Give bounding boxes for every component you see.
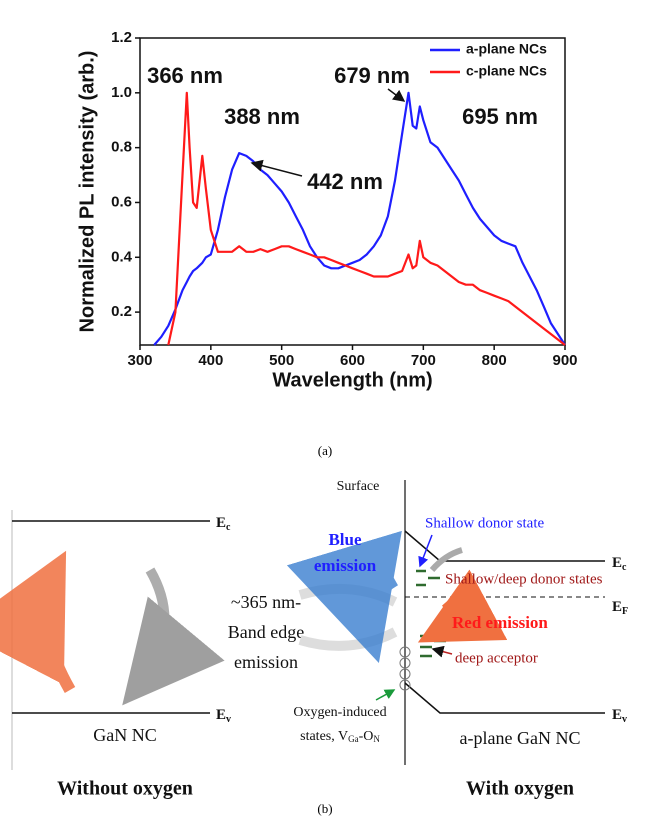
band-line — [404, 530, 605, 562]
band-label: EF — [612, 599, 628, 617]
emission-label: emission — [234, 652, 298, 672]
oxygen-states-label: Oxygen-induced — [293, 705, 386, 720]
x-tick-label: 400 — [198, 352, 223, 369]
series-line — [167, 91, 566, 346]
pointer — [375, 689, 396, 701]
x-tick-label: 800 — [482, 352, 507, 369]
annotation-arrow — [387, 88, 406, 102]
series-line — [153, 91, 566, 346]
band-label-base: E — [216, 707, 226, 723]
label-part: -O — [359, 729, 374, 744]
legend-label: c-plane NCs — [466, 63, 547, 79]
x-axis-title: Wavelength (nm) — [272, 369, 432, 391]
band-label: Ec — [612, 555, 627, 573]
peak-annotation: 442 nm — [307, 169, 383, 194]
blue-emission-arrow — [286, 530, 402, 663]
band-label-base: E — [612, 707, 622, 723]
pointer — [431, 645, 453, 658]
oxygen-states-label: states, VGa-ON — [300, 729, 380, 744]
y-tick-label: 0.8 — [111, 139, 132, 156]
shallow-donor-label: Shallow donor state — [425, 515, 544, 531]
x-tick-label: 900 — [552, 352, 577, 369]
incident-arrow — [298, 627, 398, 651]
chart: 0.2 0.4 0.6 0.8 1.0 1.2 300 400 500 600 700 800 900 W… — [76, 29, 577, 391]
band-label-base: E — [216, 515, 226, 531]
caption: (b) — [317, 801, 332, 816]
peak-annotation: 679 nm — [334, 63, 410, 88]
donor-states-label: Shallow/deep donor states — [445, 571, 603, 587]
defect-levels — [416, 569, 446, 658]
band-label: Ev — [216, 707, 231, 725]
band-label-sub: c — [622, 562, 627, 573]
y-tick-label: 0.2 — [111, 303, 132, 320]
panel-title: Without oxygen — [57, 778, 193, 800]
band-label-base: E — [612, 599, 622, 615]
absorption-arrow — [0, 550, 76, 693]
x-tick-label: 600 — [340, 352, 365, 369]
emission-arrow — [122, 567, 225, 706]
band-label: Ec — [216, 515, 231, 533]
red-emission-label: Red emission — [452, 613, 548, 632]
band-label-base: E — [612, 555, 622, 571]
band-line — [404, 682, 605, 714]
pointer — [418, 534, 433, 568]
x-tick-label: 500 — [269, 352, 294, 369]
surface-label: Surface — [337, 479, 380, 494]
blue-emission-label: Blue — [328, 530, 362, 549]
y-tick-label: 1.2 — [111, 29, 132, 46]
band-label-sub: v — [622, 714, 627, 725]
red-emission-arrow — [417, 569, 508, 643]
y-tick-label: 0.4 — [111, 248, 133, 265]
band-diagram: Surface Ec Ev ~365 nm- Band edge emissio… — [0, 479, 628, 800]
capture-arrow — [429, 547, 463, 573]
label-sub: N — [373, 734, 380, 744]
material-label: a-plane GaN NC — [460, 728, 581, 748]
band-label-sub: v — [226, 714, 231, 725]
x-tick-label: 700 — [411, 352, 436, 369]
emission-label: Band edge — [228, 622, 304, 642]
label-sub: Ga — [348, 734, 359, 744]
annotation-arrow — [250, 159, 303, 177]
material-label: GaN NC — [93, 725, 157, 745]
surface-states — [399, 646, 411, 691]
y-tick-label: 0.6 — [111, 193, 132, 210]
panel-title: With oxygen — [466, 778, 574, 800]
blue-emission-label: emission — [314, 556, 377, 575]
y-axis-title: Normalized PL intensity (arb.) — [76, 51, 98, 333]
caption: (a) — [318, 443, 332, 458]
band-label-sub: F — [622, 606, 628, 617]
legend-label: a-plane NCs — [466, 41, 547, 57]
y-tick-label: 1.0 — [111, 84, 132, 101]
deep-acceptor-label: deep acceptor — [455, 650, 538, 666]
band-label-sub: c — [226, 522, 231, 533]
label-part: states, V — [300, 729, 348, 744]
emission-label: ~365 nm- — [231, 592, 301, 612]
band-label: Ev — [612, 707, 627, 725]
x-tick-label: 300 — [127, 352, 152, 369]
peak-annotation: 366 nm — [147, 63, 223, 88]
peak-annotation: 695 nm — [462, 104, 538, 129]
peak-annotation: 388 nm — [224, 104, 300, 129]
